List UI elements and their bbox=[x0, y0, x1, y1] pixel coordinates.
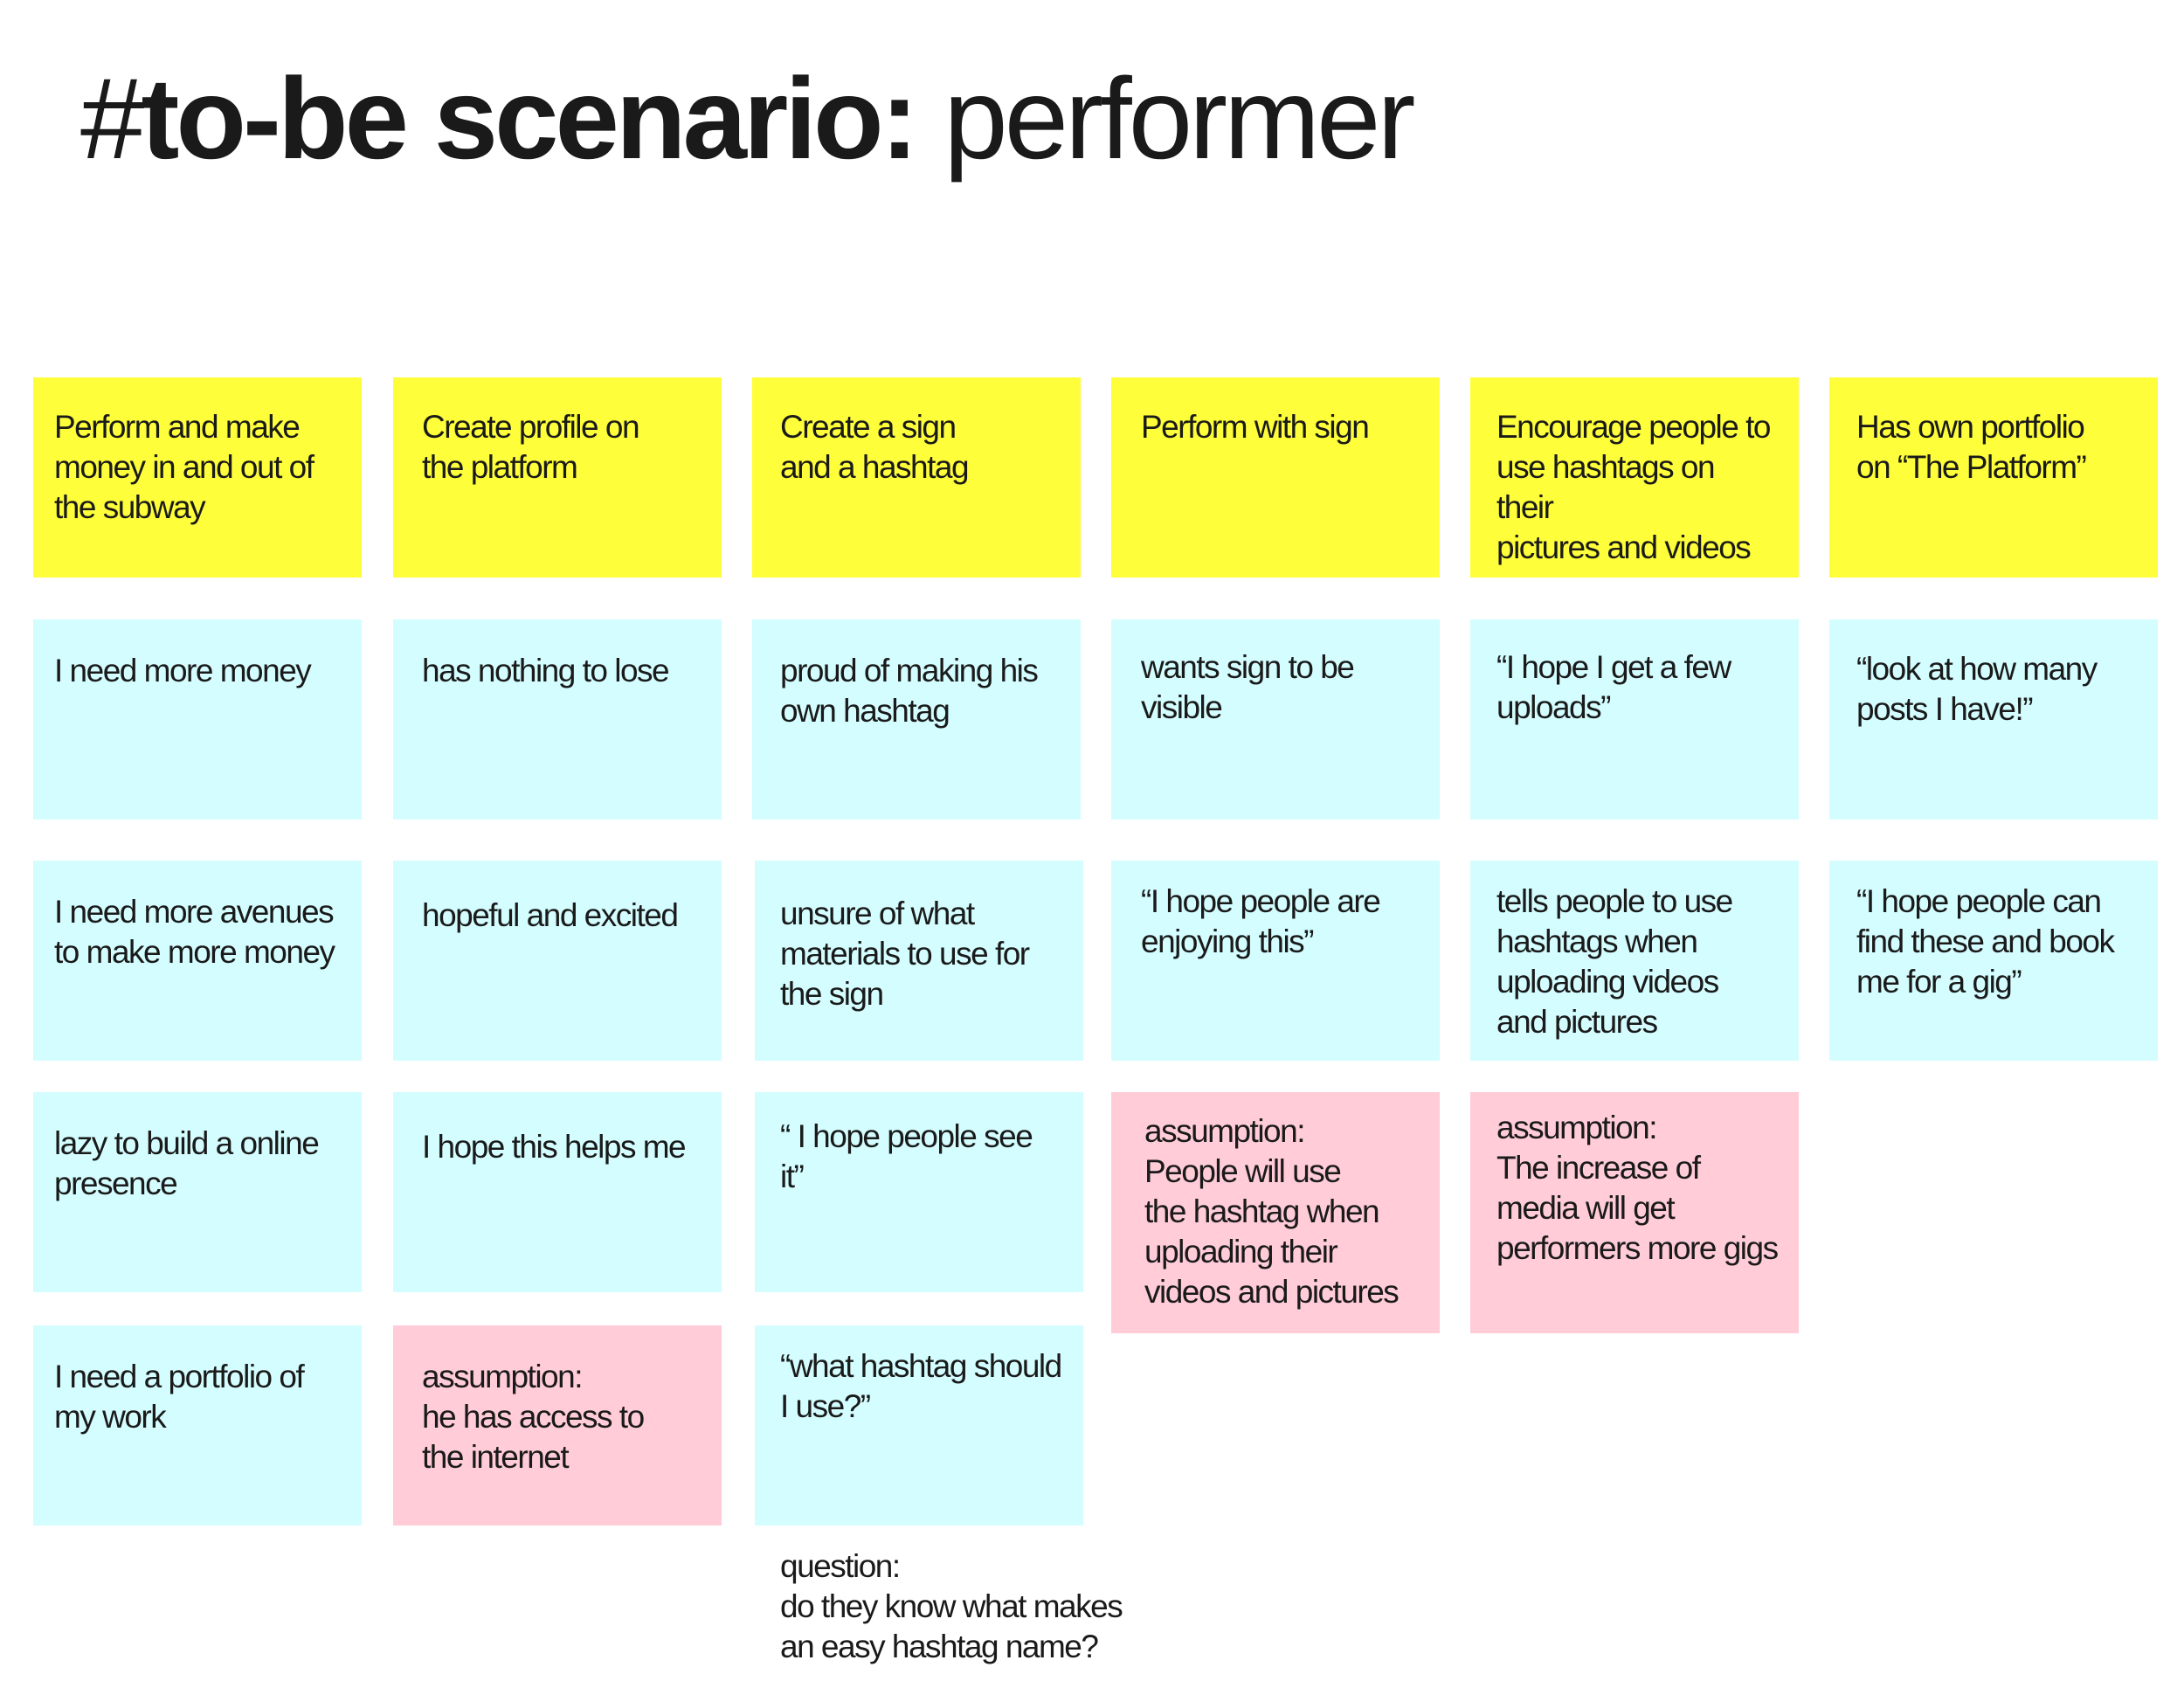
thought-note: hopeful and excited bbox=[393, 861, 722, 1061]
stage-header-encourage-hashtags: Encourage people to use hashtags on thei… bbox=[1470, 377, 1799, 578]
thought-note: I hope this helps me bbox=[393, 1092, 722, 1292]
thought-note: “I hope people can find these and book m… bbox=[1829, 861, 2158, 1061]
page-title: #to-be scenario: performer bbox=[80, 61, 1415, 176]
stage-header-perform-make-money: Perform and make money in and out of the… bbox=[33, 377, 362, 578]
stage-header-own-portfolio: Has own portfolio on “The Platform” bbox=[1829, 377, 2158, 578]
thought-note: tells people to use hashtags when upload… bbox=[1470, 861, 1799, 1061]
thought-note: unsure of what materials to use for the … bbox=[755, 861, 1083, 1061]
thought-note: I need a portfolio of my work bbox=[33, 1325, 362, 1525]
thought-note: wants sign to be visible bbox=[1111, 619, 1440, 820]
thought-note: “look at how many posts I have!” bbox=[1829, 619, 2158, 820]
assumption-note: assumption: he has access to the interne… bbox=[393, 1325, 722, 1525]
title-strong: to-be scenario: bbox=[141, 54, 918, 183]
stage-header-create-sign: Create a sign and a hashtag bbox=[752, 377, 1081, 578]
assumption-note: assumption: The increase of media will g… bbox=[1470, 1092, 1799, 1333]
thought-note: I need more money bbox=[33, 619, 362, 820]
stage-header-create-profile: Create profile on the platform bbox=[393, 377, 722, 578]
assumption-note: assumption: People will use the hashtag … bbox=[1111, 1092, 1440, 1333]
thought-note: has nothing to lose bbox=[393, 619, 722, 820]
thought-note: “what hashtag should I use?” bbox=[755, 1325, 1083, 1525]
thought-note: proud of making his own hashtag bbox=[752, 619, 1081, 820]
title-light: performer bbox=[915, 54, 1415, 183]
question-note: question: do they know what makes an eas… bbox=[780, 1548, 1123, 1664]
stage-header-perform-with-sign: Perform with sign bbox=[1111, 377, 1440, 578]
thought-note: “ I hope people see it” bbox=[755, 1092, 1083, 1292]
thought-note: “I hope people are enjoying this” bbox=[1111, 861, 1440, 1061]
thought-note: I need more avenues to make more money bbox=[33, 861, 362, 1061]
thought-note: lazy to build a online presence bbox=[33, 1092, 362, 1292]
title-hash: # bbox=[80, 54, 144, 183]
thought-note: “I hope I get a few uploads” bbox=[1470, 619, 1799, 820]
